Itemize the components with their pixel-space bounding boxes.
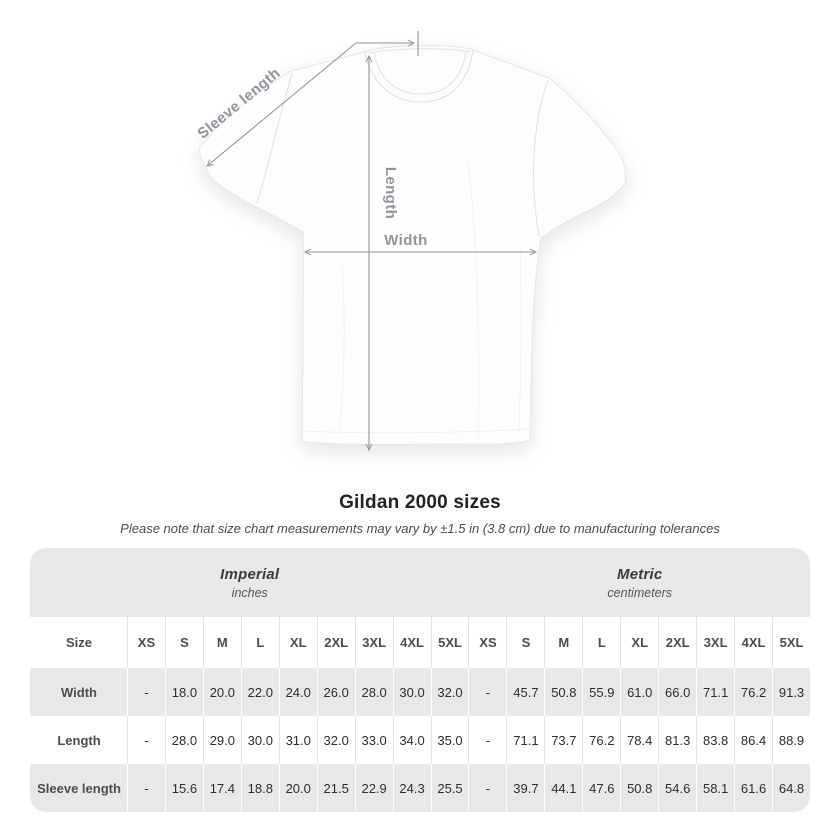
- measure-value-cell: 64.8: [772, 764, 810, 812]
- measure-value-cell: 18.8: [240, 764, 279, 812]
- measure-value-cell: 33.0: [354, 716, 393, 764]
- size-col-header: 3XL: [696, 617, 734, 668]
- chart-title: Gildan 2000 sizes: [339, 492, 501, 513]
- measure-value-cell: 24.0: [278, 668, 317, 716]
- group-name: Metric: [617, 565, 663, 583]
- measure-value-cell: 35.0: [430, 716, 469, 764]
- measure-value-cell: -: [468, 764, 507, 812]
- measure-value-cell: 30.0: [392, 668, 431, 716]
- group-name: Imperial: [220, 565, 280, 583]
- measure-value-cell: 76.2: [734, 668, 773, 716]
- group-unit: centimeters: [607, 585, 673, 600]
- measure-value-cell: 18.0: [164, 668, 203, 716]
- measure-value-cell: -: [127, 716, 165, 764]
- measure-value-cell: 50.8: [620, 764, 659, 812]
- size-col-header: 5XL: [430, 617, 469, 668]
- measure-value-cell: 21.5: [316, 764, 355, 812]
- unit-group-cell: Metric centimeters: [468, 548, 810, 617]
- measure-value-cell: 32.0: [316, 716, 355, 764]
- size-col-header: 2XL: [658, 617, 696, 668]
- tshirt-hem-stitch: [302, 428, 530, 434]
- size-col-header: 3XL: [354, 617, 393, 668]
- measure-value-cell: 58.1: [696, 764, 735, 812]
- measure-value-cell: 32.0: [430, 668, 469, 716]
- tshirt-crease: [338, 264, 345, 437]
- size-col-header: 4XL: [734, 617, 772, 668]
- measure-value-cell: 39.7: [506, 764, 545, 812]
- measure-row-label: Sleeve length: [30, 764, 127, 812]
- measure-value-cell: 55.9: [582, 668, 621, 716]
- measure-value-cell: 66.0: [658, 668, 697, 716]
- measure-value-cell: 17.4: [202, 764, 241, 812]
- length-label: Length: [382, 167, 399, 219]
- sleeve-length-arrow: [206, 39, 416, 167]
- measure-value-cell: 34.0: [392, 716, 431, 764]
- size-chart-heading: Gildan 2000 sizes Please note that size …: [0, 492, 840, 536]
- measure-value-cell: 78.4: [620, 716, 658, 764]
- measure-value-cell: 50.8: [544, 668, 583, 716]
- size-col-header: 4XL: [392, 617, 431, 668]
- measure-value-cell: 71.1: [506, 716, 544, 764]
- measure-value-cell: 91.3: [772, 668, 810, 716]
- measure-value-cell: 20.0: [278, 764, 317, 812]
- size-col-header: XS: [468, 617, 506, 668]
- measure-value-cell: 20.0: [202, 668, 241, 716]
- measure-value-cell: 45.7: [506, 668, 545, 716]
- tshirt-right-sleeve-seam: [533, 79, 549, 237]
- size-col-header: S: [506, 617, 544, 668]
- measure-row-label: Length: [57, 732, 101, 748]
- size-col-header: M: [202, 617, 241, 668]
- measure-row-label: Width: [30, 668, 127, 716]
- measure-value-cell: 83.8: [696, 716, 734, 764]
- measure-value-cell: 15.6: [164, 764, 203, 812]
- size-col-header: 2XL: [316, 617, 355, 668]
- measure-value-cell: 71.1: [696, 668, 735, 716]
- size-col-header: M: [544, 617, 582, 668]
- measure-value-cell: 30.0: [240, 716, 279, 764]
- size-corner-cell: Size: [65, 635, 92, 650]
- tshirt-measurement-diagram: Sleeve length Length Width: [194, 31, 627, 452]
- size-col-header: XS: [127, 617, 165, 668]
- measure-value-cell: 76.2: [582, 716, 620, 764]
- size-col-header: L: [582, 617, 620, 668]
- size-table: Imperial inches Metric centimeters Size XS S M L…: [30, 548, 810, 812]
- measure-value-cell: 61.6: [734, 764, 773, 812]
- measure-value-cell: 61.0: [620, 668, 659, 716]
- unit-group-cell: Imperial inches: [30, 548, 469, 617]
- measure-value-cell: -: [468, 716, 506, 764]
- measure-value-cell: -: [468, 668, 507, 716]
- measure-value-cell: 47.6: [582, 764, 621, 812]
- size-col-header: 5XL: [772, 617, 810, 668]
- tshirt-illustration: Sleeve length Length Width: [194, 31, 627, 452]
- measure-value-cell: 81.3: [658, 716, 696, 764]
- chart-subtitle: Please note that size chart measurements…: [120, 521, 720, 536]
- measure-value-cell: 24.3: [392, 764, 431, 812]
- measure-value-cell: 28.0: [354, 668, 393, 716]
- size-col-header: L: [240, 617, 279, 668]
- measure-value-cell: 26.0: [316, 668, 355, 716]
- measure-value-cell: 31.0: [278, 716, 317, 764]
- measure-value-cell: 22.0: [240, 668, 279, 716]
- group-unit: inches: [231, 585, 268, 600]
- tshirt-crease: [467, 159, 480, 437]
- measure-value-cell: 28.0: [164, 716, 203, 764]
- tshirt-crease: [518, 249, 522, 433]
- width-label: Width: [384, 232, 428, 249]
- measure-value-cell: 22.9: [354, 764, 393, 812]
- measure-value-cell: 44.1: [544, 764, 583, 812]
- measure-value-cell: -: [127, 668, 165, 716]
- size-col-header: XL: [278, 617, 317, 668]
- measure-value-cell: 86.4: [734, 716, 772, 764]
- size-col-header: S: [164, 617, 203, 668]
- measure-value-cell: 54.6: [658, 764, 697, 812]
- measure-value-cell: 88.9: [772, 716, 810, 764]
- measure-value-cell: -: [127, 764, 165, 812]
- measure-value-cell: 25.5: [430, 764, 469, 812]
- measure-value-cell: 73.7: [544, 716, 582, 764]
- measure-value-cell: 29.0: [202, 716, 241, 764]
- size-col-header: XL: [620, 617, 658, 668]
